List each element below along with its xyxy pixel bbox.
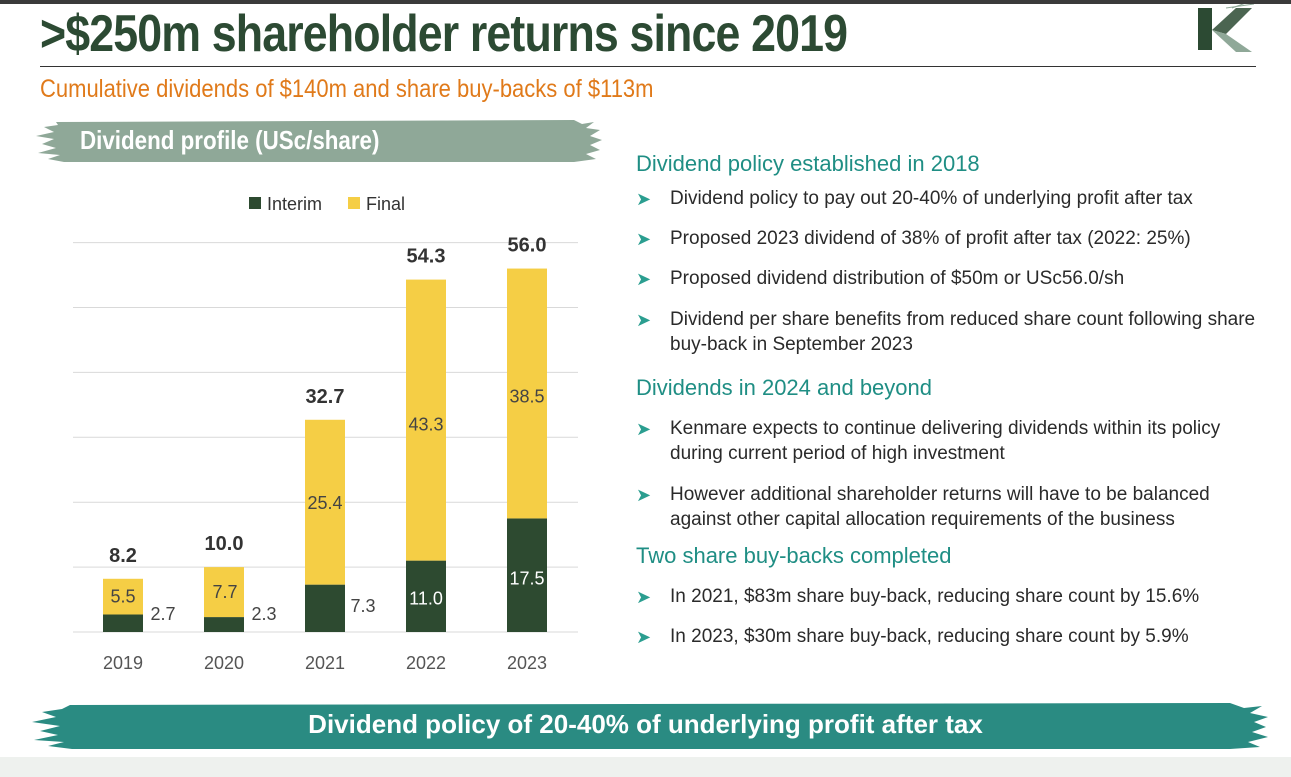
bar-final	[103, 578, 143, 615]
bullet-text: Dividend per share benefits from reduced…	[670, 309, 1256, 355]
arrow-bullet-icon: ➤	[636, 627, 652, 647]
final-value-label: 7.7	[212, 582, 237, 602]
final-value-label: 5.5	[110, 587, 135, 607]
legend-swatch-final	[348, 197, 360, 209]
bar-interim	[103, 614, 143, 632]
interim-value-label: 2.7	[150, 604, 175, 624]
list-item: ➤ Proposed 2023 dividend of 38% of profi…	[636, 226, 1191, 251]
arrow-bullet-icon: ➤	[636, 587, 652, 607]
interim-value-label: 11.0	[409, 589, 443, 609]
bullet-text: However additional shareholder returns w…	[670, 484, 1210, 530]
total-label: 32.7	[306, 386, 345, 408]
banner-brush	[32, 703, 1268, 749]
dividend-chart: Interim Final 8.2 5.5 2.7 2019 10.0 7.7 2.3 2020 3…	[73, 194, 578, 673]
company-logo-icon	[1198, 4, 1254, 52]
bullet-text: Dividend policy to pay out 20-40% of und…	[670, 188, 1193, 209]
chart-heading-brush	[36, 120, 602, 162]
section-title-buybacks: Two share buy-backs completed	[636, 543, 952, 568]
arrow-bullet-icon: ➤	[636, 485, 652, 505]
list-item: ➤ However additional shareholder returns…	[636, 482, 1261, 532]
final-value-label: 43.3	[408, 415, 443, 435]
arrow-bullet-icon: ➤	[636, 419, 652, 439]
final-value-label: 25.4	[307, 493, 342, 513]
list-item: ➤ Kenmare expects to continue delivering…	[636, 416, 1236, 466]
arrow-bullet-icon: ➤	[636, 310, 652, 330]
arrow-bullet-icon: ➤	[636, 229, 652, 249]
legend-swatch-interim	[249, 197, 261, 209]
bullet-text: In 2021, $83m share buy-back, reducing s…	[670, 586, 1200, 607]
section-title-policy: Dividend policy established in 2018	[636, 151, 980, 176]
bar-interim	[204, 617, 244, 632]
arrow-bullet-icon: ➤	[636, 189, 652, 209]
legend-label-interim: Interim	[267, 194, 322, 214]
total-label: 8.2	[109, 545, 137, 567]
policy-banner: Dividend policy of 20-40% of underlying …	[308, 709, 983, 739]
bar-interim	[507, 518, 547, 632]
bar-interim	[406, 560, 446, 632]
chart-heading: Dividend profile (USc/share)	[80, 125, 380, 155]
top-border	[0, 0, 1291, 4]
page-title: >$250m shareholder returns since 2019	[40, 5, 848, 63]
x-tick-label: 2023	[507, 653, 547, 673]
x-tick-label: 2019	[103, 653, 143, 673]
bar-final	[406, 279, 446, 561]
list-item: ➤ Proposed dividend distribution of $50m…	[636, 266, 1124, 291]
total-label: 56.0	[508, 235, 547, 257]
x-tick-label: 2020	[204, 653, 244, 673]
list-item: ➤ Dividend policy to pay out 20-40% of u…	[636, 186, 1193, 211]
bullet-text: Proposed dividend distribution of $50m o…	[670, 268, 1125, 289]
legend-label-final: Final	[366, 194, 405, 214]
arrow-bullet-icon: ➤	[636, 269, 652, 289]
interim-value-label: 2.3	[251, 604, 276, 624]
bullet-text: Proposed 2023 dividend of 38% of profit …	[670, 228, 1191, 249]
final-value-label: 38.5	[509, 387, 544, 407]
bar-final	[305, 419, 345, 585]
x-tick-label: 2021	[305, 653, 345, 673]
page-subtitle: Cumulative dividends of $140m and share …	[40, 75, 654, 103]
bar-interim	[305, 584, 345, 632]
footer-strip	[0, 757, 1291, 777]
bar-final	[507, 268, 547, 519]
x-tick-label: 2022	[406, 653, 446, 673]
interim-value-label: 17.5	[509, 568, 544, 588]
bar-final	[204, 567, 244, 618]
list-item: ➤ In 2021, $83m share buy-back, reducing…	[636, 584, 1199, 609]
bullet-text: In 2023, $30m share buy-back, reducing s…	[670, 626, 1189, 647]
bullet-text: Kenmare expects to continue delivering d…	[670, 418, 1221, 464]
interim-value-label: 7.3	[350, 596, 375, 616]
total-label: 54.3	[407, 246, 446, 268]
list-item: ➤ In 2023, $30m share buy-back, reducing…	[636, 624, 1189, 649]
section-title-future: Dividends in 2024 and beyond	[636, 375, 933, 400]
list-item: ➤ Dividend per share benefits from reduc…	[636, 307, 1256, 357]
total-label: 10.0	[205, 533, 244, 555]
title-divider	[40, 66, 1256, 67]
